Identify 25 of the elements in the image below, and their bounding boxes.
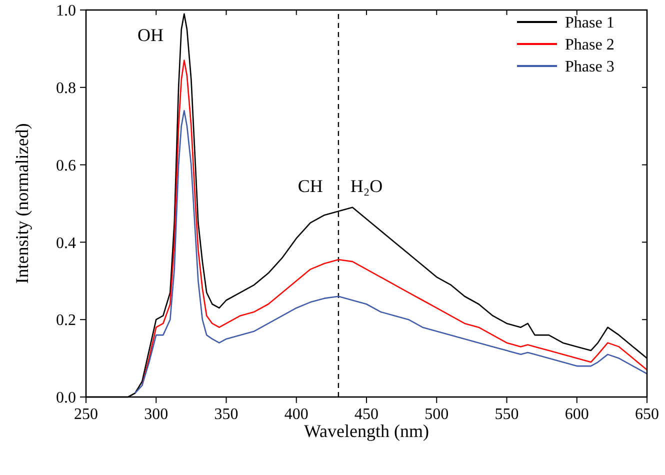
y-tick-label: 0.8 — [56, 80, 76, 97]
x-tick-label: 450 — [354, 406, 378, 423]
y-axis-title: Intensity (normalized) — [12, 123, 32, 284]
x-tick-label: 300 — [144, 406, 168, 423]
x-tick-label: 250 — [74, 406, 98, 423]
legend-label: Phase 3 — [565, 58, 614, 76]
x-tick-label: 500 — [424, 406, 449, 423]
line-series — [141, 60, 648, 386]
x-tick-label: 400 — [284, 406, 308, 423]
x-tick-label: 650 — [635, 406, 659, 423]
x-tick-label: 600 — [564, 406, 589, 423]
line-series — [134, 110, 648, 394]
legend-label: Phase 2 — [565, 36, 614, 54]
y-tick-label: 0.4 — [56, 234, 76, 252]
x-tick-label: 350 — [214, 406, 238, 423]
annotation: H₂O — [350, 176, 383, 196]
y-tick-label: 0.6 — [56, 157, 76, 174]
legend-label: Phase 1 — [565, 14, 614, 32]
y-tick-label: 0.0 — [56, 390, 76, 407]
annotation: CH — [298, 176, 323, 196]
x-axis-title: Wavelength (nm) — [304, 421, 430, 441]
y-tick-label: 0.2 — [56, 312, 76, 330]
x-tick-label: 550 — [494, 406, 519, 423]
y-tick-label: 1.0 — [56, 2, 76, 20]
annotation: OH — [138, 24, 164, 45]
